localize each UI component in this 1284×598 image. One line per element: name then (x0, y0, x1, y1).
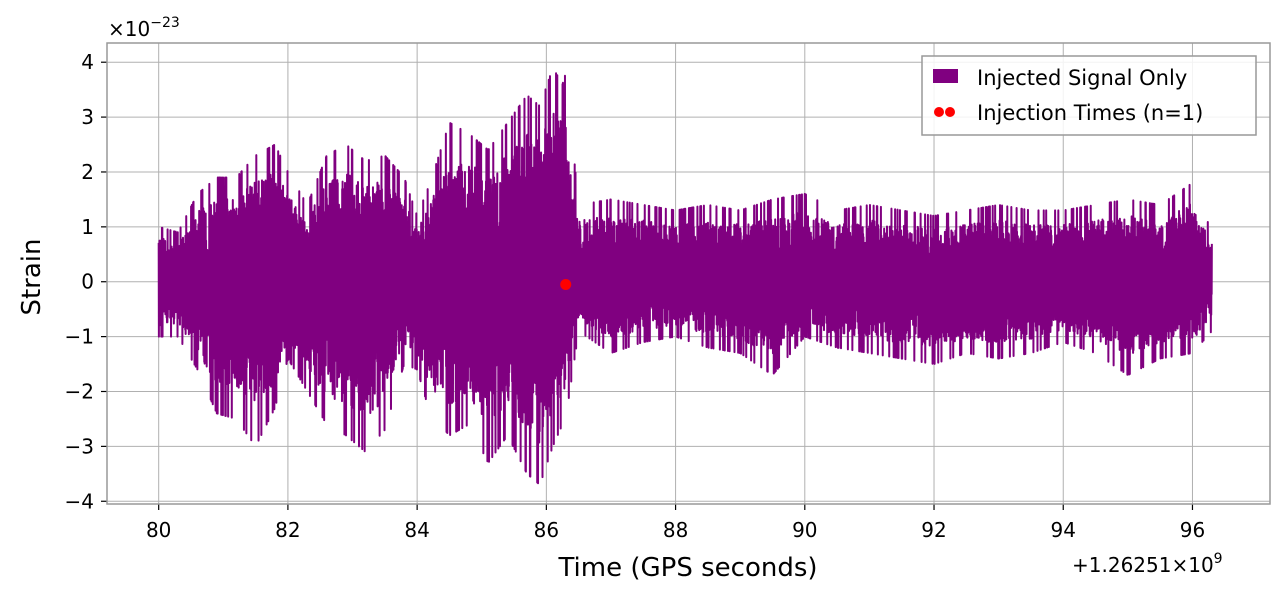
legend-label-signal: Injected Signal Only (977, 66, 1187, 90)
x-tick-label: 88 (663, 518, 688, 542)
injection-marker (560, 278, 572, 290)
x-tick-label: 96 (1180, 518, 1205, 542)
x-offset-label: +1.26251×109 (1072, 551, 1223, 577)
y-tick-label: 0 (81, 270, 94, 294)
plot-frame (106, 42, 1271, 505)
legend: Injected Signal Only Injection Times (n=… (921, 55, 1257, 136)
y-tick-label: −1 (65, 325, 94, 349)
x-tick-label: 92 (921, 518, 946, 542)
y-tick-label: 4 (81, 50, 94, 74)
x-tick-label: 86 (534, 518, 559, 542)
x-tick-label: 90 (792, 518, 817, 542)
signal-line (157, 72, 1213, 485)
x-offset-base: +1.26251×10 (1072, 553, 1214, 577)
y-tick-label: 3 (81, 105, 94, 129)
x-tick-label: 84 (404, 518, 429, 542)
y-tick-label: −3 (65, 434, 94, 458)
y-tick-label: 2 (81, 160, 94, 184)
x-tick-label: 94 (1051, 518, 1076, 542)
y-tick-label: −2 (65, 379, 94, 403)
y-axis-title: Strain (17, 238, 47, 315)
legend-box (921, 55, 1257, 136)
x-offset-exponent: 9 (1214, 551, 1223, 567)
y-scale-base: ×10 (108, 17, 150, 41)
x-tick-label: 80 (146, 518, 171, 542)
x-axis-title: Time (GPS seconds) (557, 553, 817, 583)
x-tick-label: 82 (275, 518, 300, 542)
y-scale-exponent: −23 (150, 15, 180, 31)
legend-label-injection: Injection Times (n=1) (977, 101, 1203, 125)
legend-marker-injection-2 (945, 107, 955, 117)
series-layer (157, 72, 1213, 485)
y-tick-label: −4 (65, 489, 94, 513)
legend-swatch-signal (933, 69, 958, 83)
y-scale-label: ×10−23 (108, 15, 180, 41)
ticks: 80 82 84 86 88 90 92 94 96 −4 −3 −2 −1 0 1 2 3 4 (65, 50, 1206, 542)
y-tick-label: 1 (81, 215, 94, 239)
legend-marker-injection-1 (934, 107, 944, 117)
